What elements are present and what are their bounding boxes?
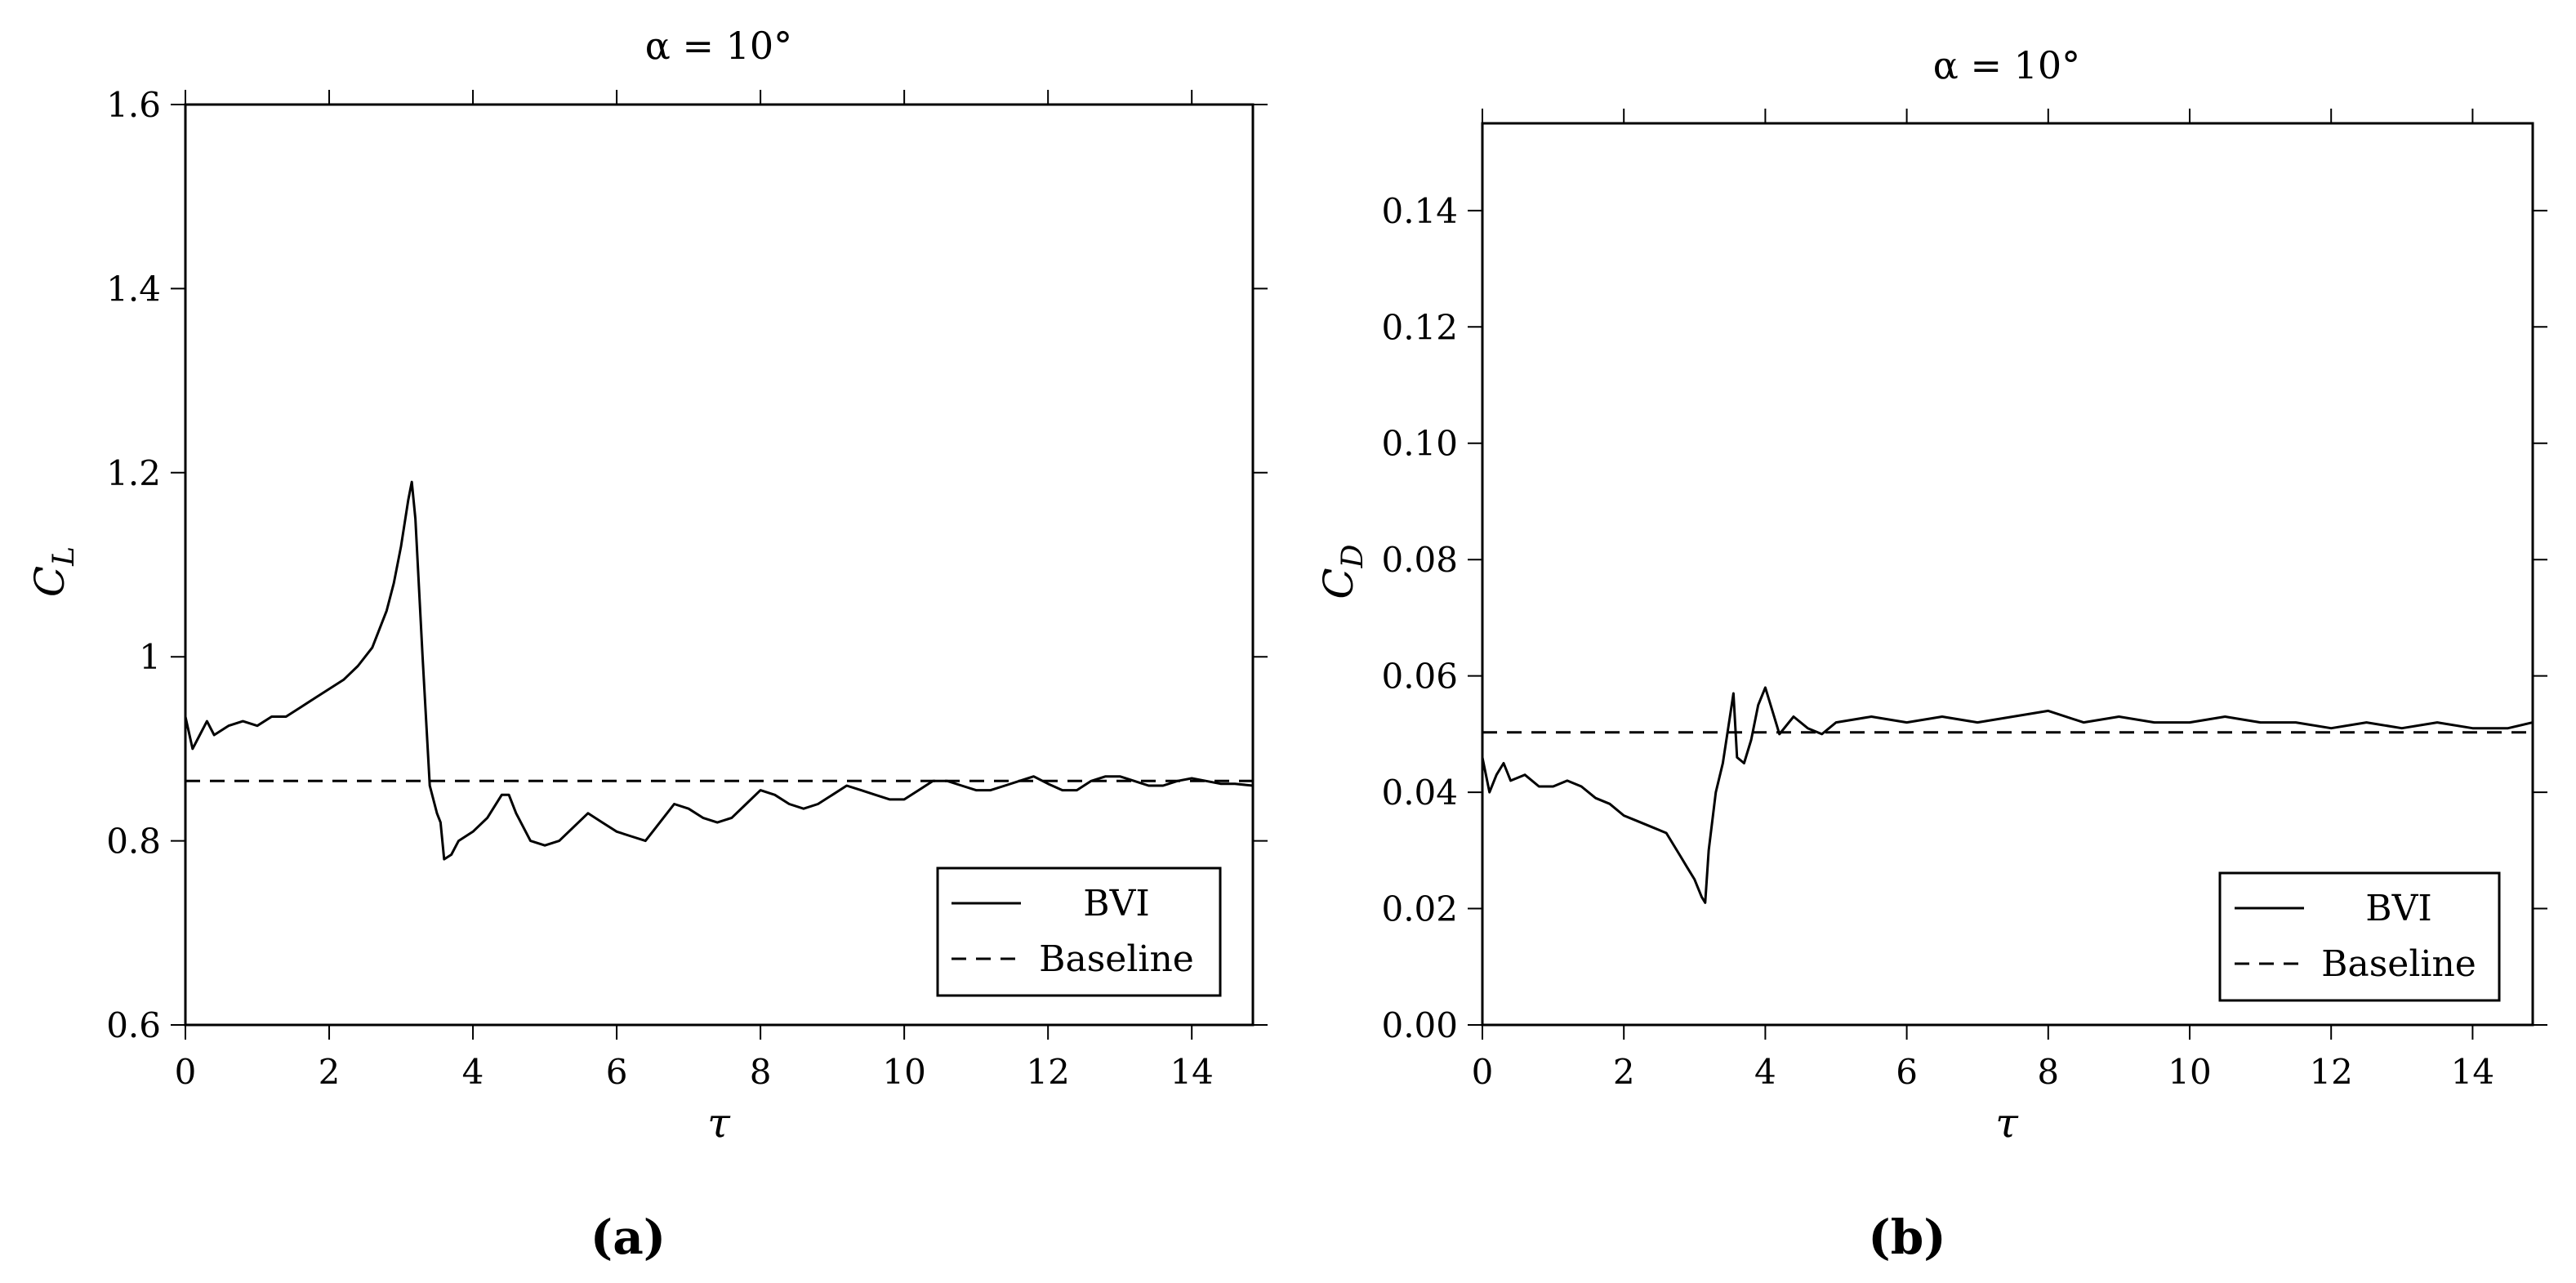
x-tick-label: 14 <box>1170 1052 1213 1092</box>
y-tick-label: 1 <box>139 637 161 677</box>
x-tick-label: 12 <box>2309 1052 2352 1092</box>
legend: BVI Baseline <box>936 866 1222 997</box>
series-layer <box>184 480 1254 861</box>
tick-marks <box>171 90 1268 1040</box>
x-tick-label: 14 <box>2451 1052 2494 1092</box>
legend-label-baseline: Baseline <box>1039 938 1194 980</box>
x-tick-labels: 0 2 4 6 8 10 12 14 <box>1472 1052 2494 1092</box>
x-tick-label: 4 <box>1754 1052 1776 1092</box>
x-tick-label: 10 <box>882 1052 925 1092</box>
x-tick-label: 2 <box>1613 1052 1635 1092</box>
y-axis-title: CD <box>1315 544 1370 599</box>
x-tick-label: 2 <box>319 1052 341 1092</box>
y-tick-label: 0.06 <box>1381 657 1458 697</box>
y-tick-label: 0.6 <box>106 1005 161 1045</box>
plot-area-frame <box>1481 122 2534 1027</box>
y-axis-title-main: C <box>1315 568 1362 599</box>
drag-coefficient-chart: α = 10° 0 2 4 6 8 10 12 14 0.00 0.02 0.04 0.06 0.08… <box>1315 43 2547 1147</box>
x-tick-labels: 0 2 4 6 8 10 12 14 <box>175 1052 1214 1092</box>
y-tick-label: 0.8 <box>106 822 161 862</box>
y-tick-labels: 0.6 0.8 1 1.2 1.4 1.6 <box>106 85 161 1045</box>
y-tick-label: 1.6 <box>106 85 161 125</box>
legend-box <box>936 866 1222 997</box>
panel-label-b: (b) <box>1868 1209 1945 1265</box>
tick-marks <box>1468 109 2547 1040</box>
y-axis-title-sub: D <box>1336 544 1370 568</box>
x-tick-label: 6 <box>606 1052 628 1092</box>
series-line-bvi <box>1481 686 2534 904</box>
y-tick-label: 0.04 <box>1381 773 1458 813</box>
series-layer <box>1481 686 2534 904</box>
x-tick-label: 4 <box>462 1052 484 1092</box>
legend-label-bvi: BVI <box>2365 888 2432 929</box>
x-tick-label: 12 <box>1026 1052 1069 1092</box>
y-axis-title-sub: L <box>47 546 81 567</box>
y-tick-label: 1.2 <box>106 453 161 493</box>
y-tick-label: 0.08 <box>1381 540 1458 580</box>
y-tick-labels: 0.00 0.02 0.04 0.06 0.08 0.10 0.12 0.14 <box>1381 191 1458 1045</box>
y-axis-title: CL <box>26 546 81 597</box>
legend-label-baseline: Baseline <box>2321 943 2476 985</box>
x-tick-label: 8 <box>2037 1052 2059 1092</box>
y-tick-label: 0.12 <box>1381 307 1458 347</box>
x-tick-label: 8 <box>750 1052 772 1092</box>
x-axis-title: τ <box>1995 1099 2019 1147</box>
x-tick-label: 6 <box>1896 1052 1918 1092</box>
y-tick-label: 1.4 <box>106 269 161 309</box>
y-tick-label: 0.00 <box>1381 1005 1458 1045</box>
panel-label-a: (a) <box>591 1209 666 1265</box>
legend-label-bvi: BVI <box>1083 883 1150 924</box>
x-tick-label: 0 <box>175 1052 197 1092</box>
chart-title: α = 10° <box>1933 43 2080 87</box>
y-tick-label: 0.10 <box>1381 424 1458 464</box>
y-tick-label: 0.14 <box>1381 191 1458 231</box>
legend-box <box>2218 871 2501 1002</box>
x-tick-label: 10 <box>2168 1052 2211 1092</box>
x-axis-title: τ <box>707 1099 731 1147</box>
y-axis-title-main: C <box>26 566 74 597</box>
legend: BVI Baseline <box>2218 871 2501 1002</box>
plot-area-frame <box>184 103 1255 1027</box>
chart-title: α = 10° <box>645 24 792 68</box>
y-tick-label: 0.02 <box>1381 889 1458 929</box>
x-tick-label: 0 <box>1472 1052 1494 1092</box>
series-line-bvi <box>184 480 1254 861</box>
lift-coefficient-chart: α = 10° 0 2 4 6 8 10 12 14 0.6 0.8 1 1.2 1.4 1.6 τ C… <box>26 24 1268 1147</box>
